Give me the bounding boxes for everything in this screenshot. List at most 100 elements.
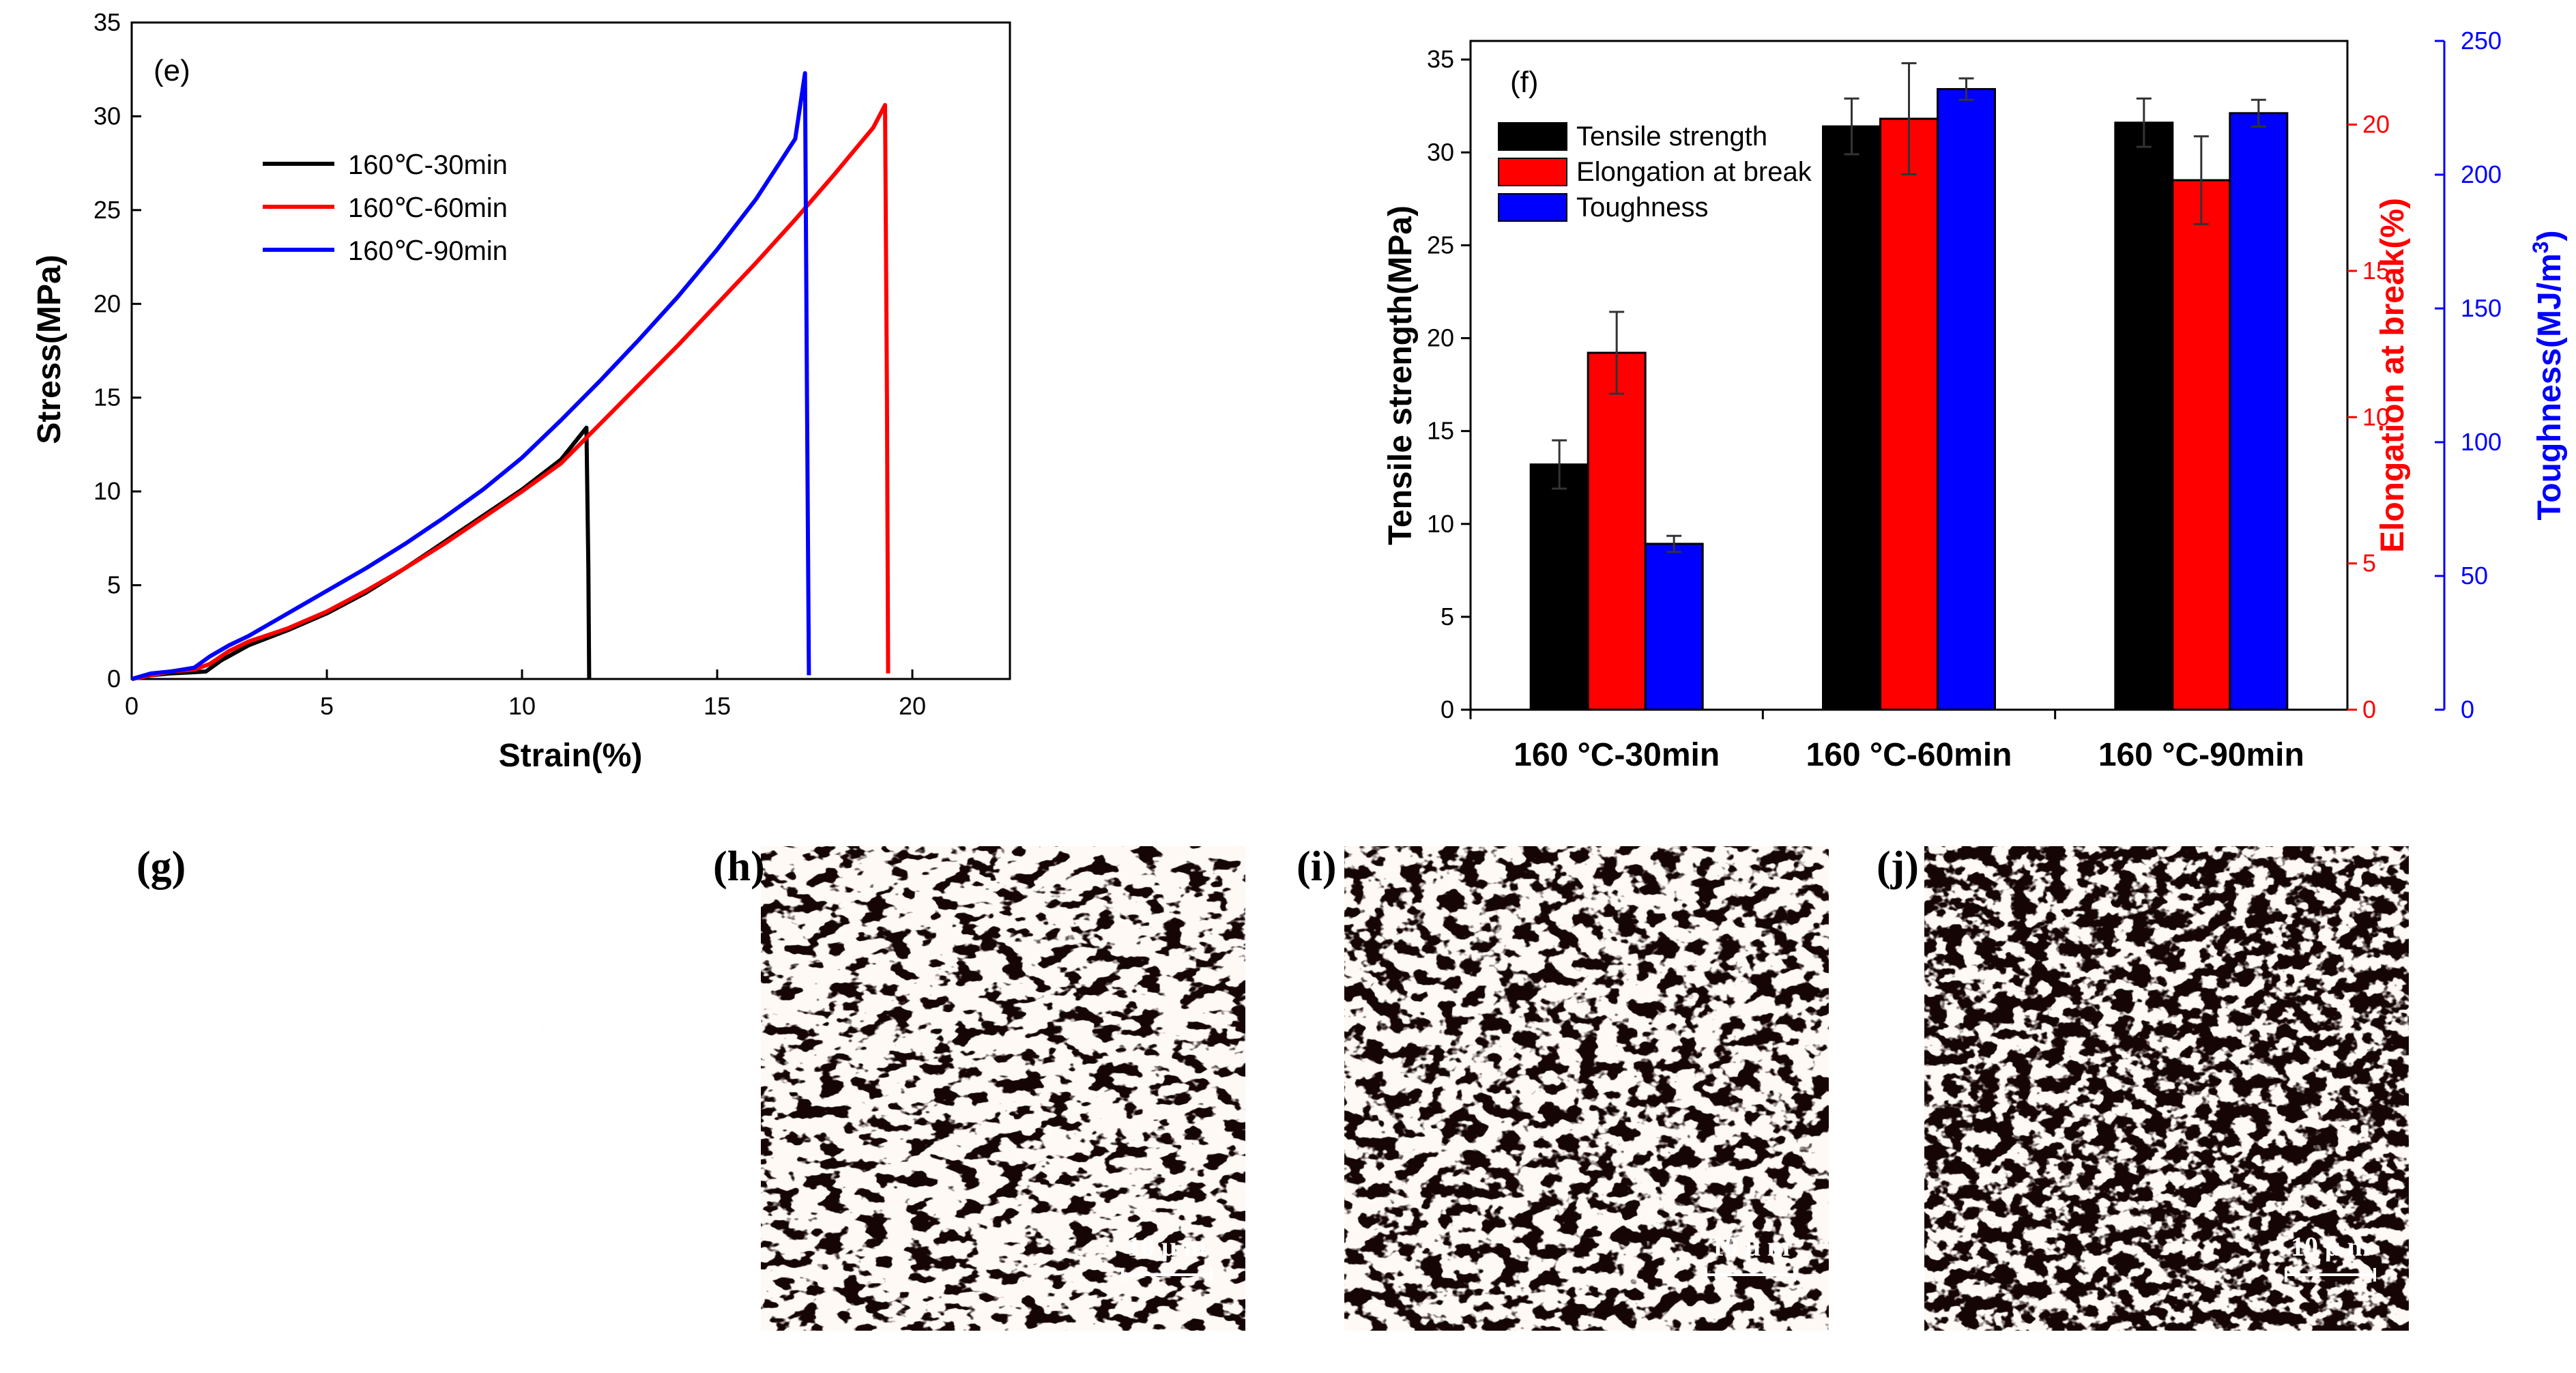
y-tick-label: 0 <box>2362 695 2376 723</box>
toughness-label-main: Toughness(MJ/m <box>2532 253 2568 520</box>
scale-bar-label: 10 μ m <box>551 1231 630 1262</box>
panel-label: (e) <box>154 54 190 87</box>
bar-groups <box>1529 62 2289 711</box>
error-bar <box>1609 310 1625 395</box>
y-tick-label: 10 <box>2362 403 2390 431</box>
y-axis-label: Stress(MPa) <box>31 255 68 444</box>
legend-label: 160℃-60min <box>348 193 508 223</box>
error-bar <box>2193 135 2209 225</box>
scale-bar-label: 10 μ m <box>2291 1231 2370 1262</box>
y-tick-label: 15 <box>93 384 121 411</box>
toughness-label-sup: 3 <box>2528 242 2553 254</box>
y-tick-label: 30 <box>93 102 121 130</box>
x-tick-label: 20 <box>899 692 926 720</box>
y-tick-label: 20 <box>93 289 121 317</box>
bar-group <box>2114 97 2289 711</box>
bar <box>1587 351 1647 711</box>
micrograph: (h) 10 μ m <box>713 843 1245 1331</box>
bar <box>1937 88 1996 711</box>
x-category-label: 160 °C-90min <box>2098 737 2304 773</box>
micrograph-texture <box>184 846 669 1331</box>
right-axis-label-toughness: Toughness(MJ/m3) <box>2528 231 2568 521</box>
bar-group <box>1822 62 1996 711</box>
y-axis-label: Tensile strength(MPa) <box>1383 205 1419 545</box>
series-line <box>131 425 592 681</box>
y-tick-label: 15 <box>1427 417 1454 445</box>
y-tick-label: 5 <box>107 571 121 599</box>
series-line <box>131 71 811 681</box>
y-tick-label: 35 <box>93 8 121 36</box>
scale-bar <box>1121 1268 1213 1282</box>
micrograph-label: (g) <box>136 843 186 890</box>
scale-bar-label: 10 μ m <box>1127 1231 1206 1262</box>
error-bar <box>1666 534 1682 553</box>
micrograph: (j) 10 μ m <box>1877 843 2409 1331</box>
legend-label: 160℃-30min <box>348 150 508 180</box>
y-tick-label: 30 <box>1427 138 1454 166</box>
y-tick-label: 25 <box>1427 231 1454 259</box>
x-category-label: 160 °C-60min <box>1806 737 2012 773</box>
y-tick-label: 150 <box>2461 294 2502 322</box>
right-y-axis-toughness: 0 50 100 150 200 250 <box>2435 27 2502 723</box>
y-tick-label: 5 <box>1441 603 1454 631</box>
y-tick-label: 0 <box>107 665 121 693</box>
left-y-axis: 0 5 10 15 20 25 30 35 <box>1427 45 1471 723</box>
panel-label: (f) <box>1510 66 1539 99</box>
y-tick-label: 250 <box>2461 27 2502 55</box>
legend-swatch <box>1498 122 1567 151</box>
right-y-axis-elongation: 0 5 10 15 20 <box>2347 111 2390 723</box>
x-tick-label: 0 <box>125 692 139 720</box>
bar <box>1822 125 1881 711</box>
mechanical-properties-bar-chart: (f) 0 5 10 15 20 25 30 35 0 5 10 15 20 0 50 100 150 200… <box>1383 27 2568 773</box>
error-bar <box>2136 97 2152 148</box>
micrograph-label: (i) <box>1297 843 1337 890</box>
legend-swatch <box>1498 193 1567 222</box>
micrograph: (i) 10 μ m <box>1297 843 1829 1331</box>
legend-label: Tensile strength <box>1576 121 1767 151</box>
y-tick-label: 0 <box>1441 695 1454 723</box>
legend: Tensile strength Elongation at break Tough… <box>1498 121 1812 222</box>
y-tick-label: 20 <box>1427 324 1454 352</box>
x-tick-label: 5 <box>320 692 334 720</box>
micrograph-label: (j) <box>1877 843 1919 890</box>
y-tick-label: 20 <box>2362 111 2390 139</box>
error-bar <box>1844 97 1859 156</box>
error-bar <box>2251 98 2266 128</box>
bar <box>1644 543 1704 711</box>
y-tick-label: 5 <box>2362 549 2376 577</box>
series-lines <box>131 71 891 681</box>
legend: 160℃-30min 160℃-60min 160℃-90min <box>263 150 508 266</box>
scale-bar <box>2285 1268 2376 1282</box>
bar <box>2171 179 2231 711</box>
error-bar <box>1901 62 1917 175</box>
y-tick-label: 35 <box>1427 45 1454 73</box>
error-bar <box>1552 439 1567 490</box>
legend-swatch <box>1498 158 1567 186</box>
y-tick-label: 10 <box>93 477 121 505</box>
right-axis-label-elongation: Elongation at break(%) <box>2375 198 2411 553</box>
y-tick-label: 10 <box>1427 510 1454 538</box>
legend-label: Toughness <box>1576 192 1708 222</box>
scale-bar-label: 10 μ m <box>1711 1231 1790 1262</box>
scale-bar <box>1705 1268 1796 1282</box>
x-category-label: 160 °C-30min <box>1514 737 1720 773</box>
y-tick-label: 50 <box>2461 562 2488 590</box>
micrograph-texture <box>1344 846 1829 1331</box>
y-axis: 0 5 10 15 20 25 30 35 <box>93 8 141 693</box>
x-axis: 0 5 10 15 20 <box>125 669 926 720</box>
bar <box>1529 463 1589 711</box>
bar <box>2229 112 2289 711</box>
legend-label: 160℃-90min <box>348 236 508 266</box>
x-axis-label: Strain(%) <box>499 738 643 774</box>
x-tick-label: 15 <box>704 692 731 720</box>
error-bar <box>1958 77 1974 101</box>
series-line <box>131 102 891 681</box>
x-axis: 160 °C-30min 160 °C-60min 160 °C-90min <box>1469 710 2304 773</box>
bar-group <box>1529 310 1704 711</box>
micrograph-label: (h) <box>713 843 765 890</box>
y-tick-label: 15 <box>2362 257 2390 285</box>
micrograph: (g) 10 μ m <box>136 843 669 1331</box>
bar <box>2114 121 2174 711</box>
